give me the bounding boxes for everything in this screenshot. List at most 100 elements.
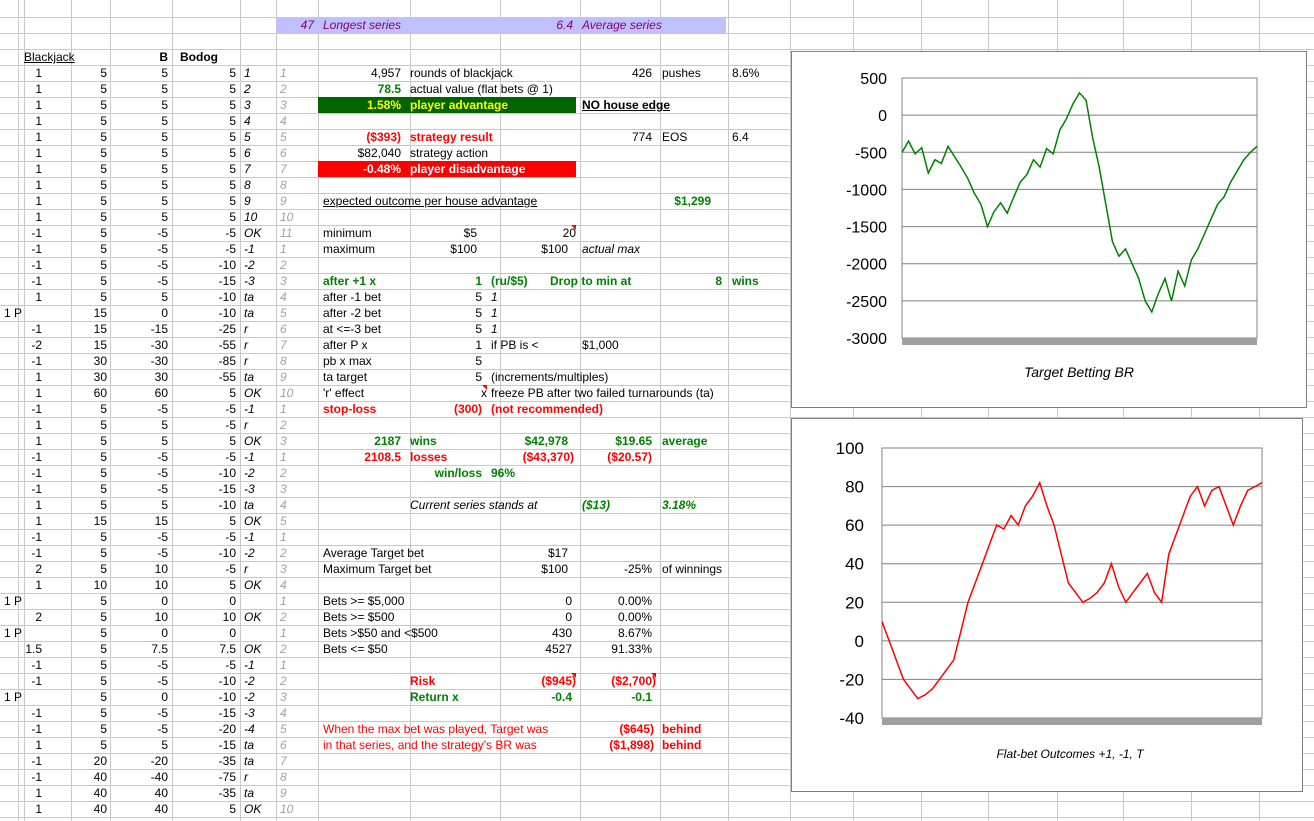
b-cell[interactable]: -5 [157, 242, 168, 256]
series-cell[interactable]: 3 [244, 98, 251, 112]
stake-cell[interactable]: 5 [100, 610, 107, 624]
return-value-2[interactable]: -0.1 [631, 690, 652, 704]
average-series-value[interactable]: 6.4 [556, 18, 573, 32]
blackjack-cell[interactable]: 2 [35, 610, 42, 624]
series-cell[interactable]: 7 [244, 162, 251, 176]
longest-series-value[interactable]: 47 [300, 18, 314, 32]
series-cell[interactable]: OK [244, 802, 262, 816]
series-cell[interactable]: r [244, 338, 248, 352]
row-label[interactable]: 1 P [4, 690, 23, 704]
stake-cell[interactable]: 5 [100, 498, 107, 512]
count-cell[interactable]: 5 [280, 130, 287, 144]
b-cell[interactable]: 5 [161, 498, 168, 512]
stake-cell[interactable]: 5 [100, 226, 107, 240]
player-disadvantage-value[interactable]: -0.48% [362, 162, 401, 176]
blackjack-cell[interactable] [18, 689, 42, 705]
b-cell[interactable]: -5 [157, 466, 168, 480]
series-cell[interactable]: -2 [244, 690, 255, 704]
b-cell[interactable]: 0 [161, 306, 168, 320]
count-cell[interactable]: 1 [280, 530, 287, 544]
bodog-cell[interactable]: 5 [229, 434, 236, 448]
bodog-cell[interactable]: 5 [229, 802, 236, 816]
row-label[interactable]: 1 P [4, 306, 23, 320]
series-cell[interactable]: -3 [244, 274, 255, 288]
minimum-value[interactable]: $5 [463, 226, 477, 240]
bets-500-count[interactable]: 0 [565, 610, 572, 624]
series-cell[interactable]: 4 [244, 114, 251, 128]
stake-cell[interactable]: 5 [100, 658, 107, 672]
bodog-cell[interactable]: -10 [218, 306, 236, 320]
count-cell[interactable]: 3 [280, 98, 287, 112]
bodog-cell[interactable]: 5 [229, 146, 236, 160]
series-cell[interactable]: -1 [244, 530, 255, 544]
count-cell[interactable]: 4 [280, 290, 287, 304]
count-cell[interactable]: 3 [280, 690, 287, 704]
bets-50-500-pct[interactable]: 8.67% [617, 626, 652, 640]
blackjack-cell[interactable]: -1 [31, 258, 42, 272]
count-cell[interactable]: 2 [280, 610, 287, 624]
count-cell[interactable]: 1 [280, 450, 287, 464]
blackjack-cell[interactable]: 1 [35, 786, 42, 800]
bodog-cell[interactable]: -85 [218, 354, 236, 368]
stake-cell[interactable]: 5 [100, 66, 107, 80]
b-cell[interactable]: 10 [154, 578, 168, 592]
stake-cell[interactable]: 15 [93, 338, 107, 352]
b-cell[interactable]: 5 [161, 98, 168, 112]
flat-bet-chart[interactable]: 100 80 60 40 20 0 -20 -40 Flat-bet Outcomes +1,… [791, 418, 1303, 792]
count-cell[interactable]: 7 [280, 338, 287, 352]
stake-cell[interactable]: 5 [100, 434, 107, 448]
b-cell[interactable]: -5 [157, 402, 168, 416]
count-cell[interactable]: 2 [280, 258, 287, 272]
count-cell[interactable]: 2 [280, 418, 287, 432]
bodog-cell[interactable]: -5 [225, 402, 236, 416]
stake-cell[interactable]: 5 [100, 242, 107, 256]
target-betting-chart[interactable]: 500 0 -500 -1000 -1500 -2000 -2500 -3000 Target… [791, 51, 1307, 408]
series-cell[interactable]: -4 [244, 722, 255, 736]
bodog-cell[interactable]: -15 [218, 706, 236, 720]
blackjack-cell[interactable]: 1 [35, 178, 42, 192]
pushes-pct[interactable]: 8.6% [732, 66, 760, 80]
blackjack-cell[interactable]: -1 [31, 546, 42, 560]
bodog-cell[interactable]: 5 [229, 178, 236, 192]
b-cell[interactable]: -5 [157, 546, 168, 560]
b-cell[interactable]: 30 [154, 370, 168, 384]
bodog-cell[interactable]: 10 [222, 610, 236, 624]
pb-max-value[interactable]: 5 [475, 354, 482, 368]
stake-cell[interactable]: 5 [100, 258, 107, 272]
series-cell[interactable]: -1 [244, 402, 255, 416]
stake-cell[interactable]: 5 [100, 706, 107, 720]
series-cell[interactable]: -1 [244, 658, 255, 672]
bodog-cell[interactable]: 5 [229, 130, 236, 144]
stake-cell[interactable]: 5 [100, 626, 107, 640]
bodog-cell[interactable]: -15 [218, 482, 236, 496]
stake-cell[interactable]: 5 [100, 162, 107, 176]
count-cell[interactable]: 1 [280, 402, 287, 416]
max-target-value[interactable]: $100 [541, 562, 568, 576]
stake-cell[interactable]: 5 [100, 98, 107, 112]
count-cell[interactable]: 4 [280, 114, 287, 128]
bodog-cell[interactable]: -25 [218, 322, 236, 336]
blackjack-cell[interactable]: -2 [31, 338, 42, 352]
stake-cell[interactable]: 30 [93, 370, 107, 384]
count-cell[interactable]: 2 [280, 674, 287, 688]
b-cell[interactable]: 5 [161, 114, 168, 128]
wins-average[interactable]: $19.65 [615, 434, 652, 448]
b-cell[interactable]: 5 [161, 130, 168, 144]
series-cell[interactable]: 1 [244, 66, 251, 80]
bodog-cell[interactable]: -55 [218, 370, 236, 384]
blackjack-cell[interactable]: -1 [31, 354, 42, 368]
drop-to-min-value[interactable]: 8 [715, 274, 722, 288]
count-cell[interactable]: 3 [280, 274, 287, 288]
b-cell[interactable]: -15 [150, 322, 168, 336]
wins-count[interactable]: 2187 [374, 434, 401, 448]
stake-cell[interactable]: 30 [93, 354, 107, 368]
bodog-cell[interactable]: 7.5 [219, 642, 236, 656]
blackjack-cell[interactable]: 1.5 [25, 642, 42, 656]
blackjack-cell[interactable]: 1 [35, 290, 42, 304]
stake-cell[interactable]: 20 [93, 754, 107, 768]
blackjack-cell[interactable]: 1 [35, 130, 42, 144]
blackjack-cell[interactable]: -1 [31, 658, 42, 672]
wins-amount[interactable]: $42,978 [524, 434, 568, 448]
count-cell[interactable]: 5 [280, 306, 287, 320]
series-cell[interactable]: OK [244, 514, 262, 528]
